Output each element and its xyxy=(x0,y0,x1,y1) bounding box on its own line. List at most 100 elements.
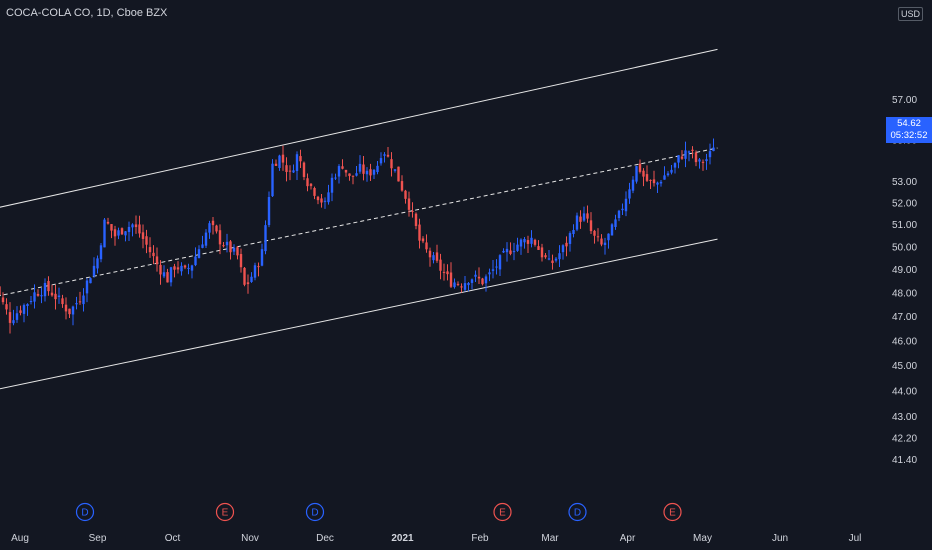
candle xyxy=(225,233,229,253)
candle xyxy=(505,242,509,262)
time-tick-label: Nov xyxy=(241,533,259,544)
candle xyxy=(316,195,320,205)
candle xyxy=(306,173,309,192)
candle xyxy=(12,309,15,326)
candle xyxy=(376,160,379,175)
price-axis[interactable]: 41.40 42.20 43.00 44.00 45.00 46.00 47.00 48.00… xyxy=(892,95,917,466)
candle xyxy=(547,249,551,261)
candle xyxy=(463,275,467,292)
candle xyxy=(516,237,519,252)
candle xyxy=(551,254,554,270)
time-tick-label: May xyxy=(693,533,712,544)
regression-channel xyxy=(0,48,718,391)
candle xyxy=(530,230,533,248)
candle xyxy=(558,245,561,267)
candle xyxy=(624,191,628,217)
candle xyxy=(593,229,596,244)
candle xyxy=(211,216,215,235)
candle xyxy=(57,287,61,304)
time-tick-label: Jun xyxy=(772,533,788,544)
candle xyxy=(285,157,288,182)
candle xyxy=(568,231,572,252)
candle xyxy=(393,169,397,173)
candle xyxy=(533,238,537,247)
symbol-title[interactable]: COCA-COLA CO, 1D, Cboe BZX xyxy=(6,7,168,19)
candle xyxy=(421,236,425,244)
candle xyxy=(369,163,372,182)
channel-upper-line[interactable] xyxy=(0,48,718,209)
dividend-marker[interactable]: D xyxy=(568,502,587,522)
candle xyxy=(169,266,173,287)
dividend-marker[interactable]: D xyxy=(305,502,325,522)
candle xyxy=(243,266,246,287)
channel-lower-line[interactable] xyxy=(0,238,718,391)
earnings-marker[interactable]: E xyxy=(663,502,682,522)
price-tick-label: 41.40 xyxy=(892,455,917,466)
candle xyxy=(712,138,715,152)
candle xyxy=(418,218,421,249)
earnings-marker[interactable]: E xyxy=(493,502,512,522)
candle xyxy=(218,224,222,255)
svg-text:D: D xyxy=(574,508,581,519)
time-tick-label: Oct xyxy=(165,533,181,544)
candle xyxy=(460,283,463,293)
channel-middle-line[interactable] xyxy=(0,147,718,298)
candle xyxy=(124,230,127,242)
candle xyxy=(435,244,439,263)
candle xyxy=(642,168,645,187)
price-tick-label: 42.20 xyxy=(892,433,917,444)
candle xyxy=(292,164,295,174)
currency-badge: USD xyxy=(898,7,924,21)
candle xyxy=(670,164,673,175)
candle xyxy=(110,223,113,239)
time-axis[interactable]: Aug Sep Oct Nov Dec 2021 Feb Mar Apr May Jun Jul xyxy=(11,533,861,544)
candle xyxy=(694,150,698,167)
candle xyxy=(64,297,68,320)
candle xyxy=(299,149,302,168)
candle xyxy=(666,171,670,177)
candle xyxy=(684,141,687,168)
bar-countdown: 05:32:52 xyxy=(890,130,928,141)
candle xyxy=(271,159,274,198)
candle xyxy=(635,165,638,184)
candle xyxy=(708,143,712,165)
candle xyxy=(50,284,54,297)
candle xyxy=(15,306,19,323)
candle xyxy=(442,263,446,281)
candle xyxy=(544,252,547,259)
candle xyxy=(383,152,386,163)
time-tick-label: Sep xyxy=(89,533,107,544)
candle xyxy=(71,305,75,326)
candle xyxy=(659,179,663,187)
candle xyxy=(621,203,624,215)
candle xyxy=(652,170,656,187)
candle xyxy=(103,217,106,248)
price-tick-label: 57.00 xyxy=(892,95,917,106)
candle xyxy=(0,286,1,296)
candle xyxy=(113,225,117,246)
candle xyxy=(257,262,260,277)
candle xyxy=(565,236,568,257)
candle xyxy=(162,265,166,279)
candle xyxy=(698,158,701,169)
candle xyxy=(495,259,498,275)
candle xyxy=(488,268,491,282)
candle xyxy=(33,284,36,309)
candle xyxy=(446,264,449,281)
earnings-marker[interactable]: E xyxy=(215,502,235,522)
dividend-marker[interactable]: D xyxy=(75,502,95,522)
candle xyxy=(194,247,197,267)
candle xyxy=(491,259,495,279)
candle xyxy=(145,229,148,254)
candle xyxy=(523,236,526,249)
candle xyxy=(579,210,582,229)
time-tick-label: 2021 xyxy=(391,533,414,544)
candle xyxy=(26,303,29,316)
candle xyxy=(40,288,43,304)
candle xyxy=(61,294,64,308)
candle xyxy=(229,240,232,260)
svg-text:E: E xyxy=(222,508,229,519)
candle xyxy=(239,248,243,273)
candle xyxy=(596,228,600,242)
